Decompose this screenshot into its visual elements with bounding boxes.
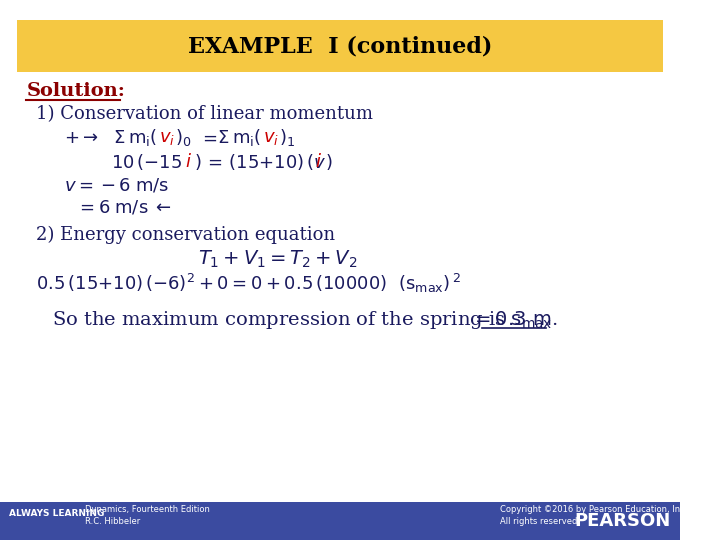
Text: $\mathit{i}$: $\mathit{i}$ [315,153,323,171]
Text: $+\rightarrow$: $+\rightarrow$ [64,129,99,147]
Text: $\mathit{v}_i$: $\mathit{v}_i$ [158,129,175,147]
Text: $10\,(-15\,$: $10\,(-15\,$ [112,152,183,172]
Text: $= 6\;\mathrm{m/s}\;\leftarrow$: $= 6\;\mathrm{m/s}\;\leftarrow$ [76,198,171,216]
Text: So the maximum compression of the spring is $\mathrm{s_{max}}$: So the maximum compression of the spring… [52,309,552,331]
Text: $\mathit{i}$: $\mathit{i}$ [185,153,192,171]
Text: $\mathrm{)_1}$: $\mathrm{)_1}$ [279,127,294,149]
Text: $\mathit{v}_i$: $\mathit{v}_i$ [263,129,279,147]
Text: Dynamics, Fourteenth Edition: Dynamics, Fourteenth Edition [85,505,210,515]
Text: R.C. Hibbeler: R.C. Hibbeler [85,517,140,526]
Text: $T_1 + V_1 = T_2 + V_2$: $T_1 + V_1 = T_2 + V_2$ [198,248,358,269]
Text: 1) Conservation of linear momentum: 1) Conservation of linear momentum [36,105,373,123]
FancyBboxPatch shape [0,502,680,540]
Text: $\mathrm{)_0}$: $\mathrm{)_0}$ [175,127,191,149]
Text: $=$: $=$ [199,129,218,147]
Text: $)\,=\,(15{+}10)\,(v\,$: $)\,=\,(15{+}10)\,(v\,$ [194,152,326,172]
Text: PEARSON: PEARSON [574,512,670,530]
Text: $\Sigma$: $\Sigma$ [113,129,125,147]
Text: $\mathrm{m_i(}$: $\mathrm{m_i(}$ [233,127,261,149]
Text: $\mathrm{m_i(}$: $\mathrm{m_i(}$ [128,127,158,149]
Text: Copyright ©2016 by Pearson Education, Inc.: Copyright ©2016 by Pearson Education, In… [500,505,688,515]
Text: $0.5\,(15{+}10)\,(-6)^2 + 0 = 0 + 0.5\,(10000)\ \ (\mathrm{s_{max}})^{\,2}$: $0.5\,(15{+}10)\,(-6)^2 + 0 = 0 + 0.5\,(… [36,272,461,294]
Text: EXAMPLE  I (continued): EXAMPLE I (continued) [188,35,492,57]
Text: $\Sigma$: $\Sigma$ [217,129,230,147]
Text: ALWAYS LEARNING: ALWAYS LEARNING [9,510,105,518]
Text: All rights reserved.: All rights reserved. [500,517,580,526]
Text: 2) Energy conservation equation: 2) Energy conservation equation [36,226,335,244]
Text: $\,)$: $\,)$ [323,152,333,172]
Text: $v = -6\;\mathrm{m/s}$: $v = -6\;\mathrm{m/s}$ [64,177,169,195]
Text: $= 0.3\ \mathrm{m}$.: $= 0.3\ \mathrm{m}$. [471,311,558,329]
Text: Solution:: Solution: [27,82,125,100]
FancyBboxPatch shape [17,20,663,72]
